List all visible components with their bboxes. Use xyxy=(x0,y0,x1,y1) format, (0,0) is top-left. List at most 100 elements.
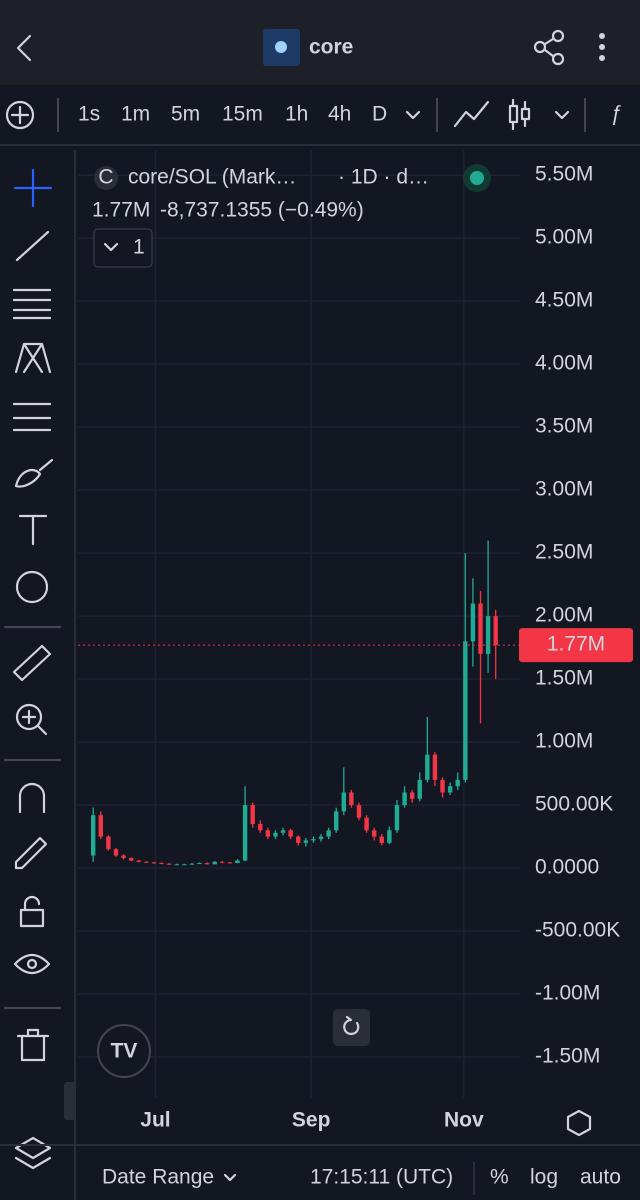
interval-button[interactable]: 4h xyxy=(328,103,351,126)
candle-body xyxy=(227,862,233,864)
y-tick-label: 4.50M xyxy=(535,289,593,312)
interval-button[interactable]: 5m xyxy=(171,103,200,126)
candle-body xyxy=(296,836,301,843)
x-tick-label: Sep xyxy=(292,1109,331,1132)
style-dropdown[interactable] xyxy=(554,110,570,120)
candle-body xyxy=(106,836,111,850)
candle-body xyxy=(151,862,157,864)
header-bar xyxy=(0,0,640,85)
y-tick-label: -1.00M xyxy=(535,982,600,1005)
clock: 17:15:11 (UTC) xyxy=(310,1166,453,1189)
candle-body xyxy=(455,779,460,787)
tv-logo-mark: TV xyxy=(111,1040,138,1063)
back-button[interactable] xyxy=(16,34,32,62)
y-tick-label: 3.50M xyxy=(535,415,593,438)
candle-body xyxy=(470,603,476,642)
y-tick-label: 2.00M xyxy=(535,604,593,627)
candle-body xyxy=(265,830,271,837)
prediction-tool[interactable] xyxy=(12,402,52,432)
text-tool[interactable] xyxy=(18,514,48,546)
reset-icon xyxy=(343,1015,360,1036)
candle-body xyxy=(394,805,400,831)
lock-tool[interactable] xyxy=(19,908,45,928)
y-tick-label: 2.50M xyxy=(535,541,593,564)
candle-body xyxy=(356,805,362,818)
y-tick-label: -1.50M xyxy=(535,1045,600,1068)
candle-body xyxy=(303,840,309,843)
zoom-tool[interactable] xyxy=(15,703,43,731)
interval-dropdown[interactable] xyxy=(405,110,421,120)
candle-body xyxy=(113,849,119,856)
reset-button[interactable] xyxy=(333,1009,370,1046)
candle-body xyxy=(144,861,149,863)
plot xyxy=(78,150,520,1098)
indicator-toggle[interactable] xyxy=(93,228,153,268)
interval-button[interactable]: 1s xyxy=(78,103,100,126)
date-range-button[interactable]: Date Range xyxy=(102,1166,214,1189)
candle-body xyxy=(136,860,141,862)
magnet-tool[interactable] xyxy=(18,782,46,814)
candle-body xyxy=(235,860,240,864)
interval-button[interactable]: D xyxy=(372,103,387,126)
status-dot xyxy=(470,171,484,185)
settings-button[interactable] xyxy=(566,1109,592,1137)
brush-tool[interactable] xyxy=(14,458,54,488)
candle-body xyxy=(425,754,430,780)
line-style-button[interactable] xyxy=(453,100,490,128)
candle-body xyxy=(341,792,347,812)
fib-tool[interactable] xyxy=(12,288,52,320)
candle-body xyxy=(432,754,438,780)
trash-tool[interactable] xyxy=(16,1028,50,1062)
y-tick-label: -500.00K xyxy=(535,919,620,942)
pattern-tool[interactable] xyxy=(14,342,52,374)
symbol-badge-bg xyxy=(94,166,118,190)
candle-body xyxy=(280,830,286,833)
trendline-tool[interactable] xyxy=(15,230,50,262)
candle-body xyxy=(409,792,415,799)
logo-glow xyxy=(275,41,287,53)
candle-body xyxy=(242,805,248,861)
change: -8,737.1355 (−0.49%) xyxy=(160,199,364,222)
tv-logo[interactable] xyxy=(97,1024,151,1078)
lock-drawing-tool[interactable] xyxy=(14,836,48,870)
auto-button[interactable]: auto xyxy=(580,1166,621,1189)
candle-body xyxy=(288,830,293,837)
sidebar-toggle[interactable] xyxy=(64,1082,76,1120)
crosshair-tool[interactable] xyxy=(13,168,53,208)
indicators-button[interactable]: ƒ xyxy=(610,103,622,126)
candle-body xyxy=(121,855,126,859)
share-button[interactable] xyxy=(533,29,565,66)
chart-title: core/SOL (Mark… xyxy=(128,166,296,189)
candle-body xyxy=(250,805,255,824)
percent-button[interactable]: % xyxy=(490,1166,509,1189)
candle-body xyxy=(98,815,103,837)
menu-button[interactable] xyxy=(599,33,605,61)
candle-style-button[interactable] xyxy=(508,98,531,131)
interval-button[interactable]: 1m xyxy=(121,103,150,126)
log-button[interactable]: log xyxy=(530,1166,558,1189)
candle-body xyxy=(493,616,498,646)
add-button[interactable] xyxy=(5,100,35,130)
candle-body xyxy=(159,863,164,865)
candle-body xyxy=(463,641,468,780)
ruler-tool[interactable] xyxy=(12,644,52,682)
x-tick-label: Nov xyxy=(444,1109,484,1132)
date-range-dropdown[interactable] xyxy=(223,1173,237,1182)
candle-body xyxy=(189,863,195,865)
visibility-tool[interactable] xyxy=(13,953,51,975)
y-tick-label: 1.00M xyxy=(535,730,593,753)
candle-body xyxy=(318,836,324,840)
candle-body xyxy=(349,792,354,806)
candle-body xyxy=(402,792,407,806)
indicator-chevron xyxy=(103,242,119,252)
emoji-tool[interactable] xyxy=(15,570,49,604)
indicator-count: 1 xyxy=(133,236,145,259)
drawing-tools xyxy=(3,168,62,1170)
chart-subtitle: · 1D · d… xyxy=(338,166,429,189)
y-tick-label: 4.00M xyxy=(535,352,593,375)
interval-button[interactable]: 15m xyxy=(222,103,263,126)
interval-button[interactable]: 1h xyxy=(285,103,308,126)
candle-body xyxy=(334,811,339,831)
y-tick-label: 5.00M xyxy=(535,226,593,249)
